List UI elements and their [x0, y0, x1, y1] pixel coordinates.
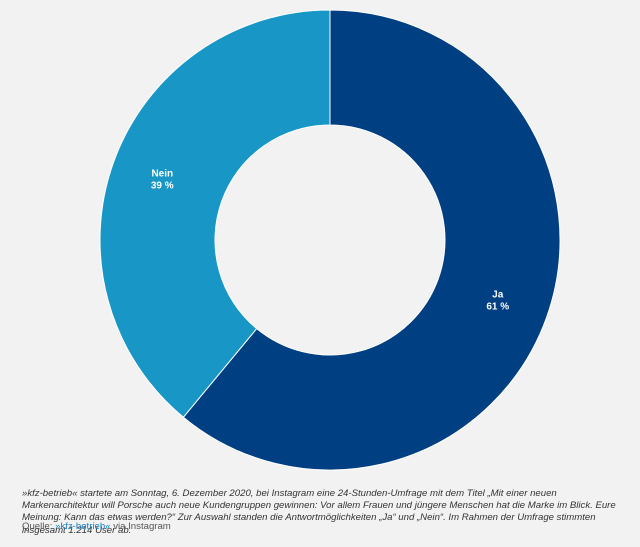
slice-value-label: 61 %: [486, 301, 509, 312]
source-line: Quelle: »kfz-betrieb« via Instagram: [22, 521, 171, 532]
slice-value-label: 39 %: [151, 181, 174, 192]
slice-name-label: Ja: [492, 289, 504, 300]
source-suffix: via Instagram: [110, 521, 171, 532]
survey-caption: »kfz-betrieb« startete am Sonntag, 6. De…: [22, 488, 616, 536]
source-prefix: Quelle:: [22, 521, 56, 532]
slice-nein: [99, 9, 331, 418]
slice-name-label: Nein: [151, 169, 173, 180]
slice-ja: [182, 9, 561, 471]
source-link[interactable]: »kfz-betrieb«: [55, 521, 111, 532]
